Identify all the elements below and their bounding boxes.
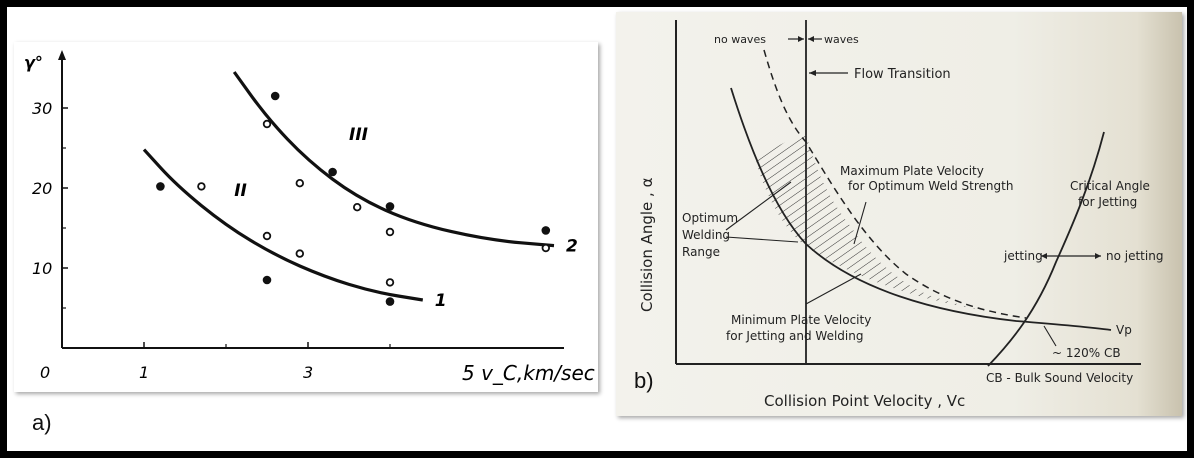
a-open-point [295, 249, 304, 258]
a-y-axis-arrowhead [58, 50, 66, 60]
min-plate-label-1: Minimum Plate Velocity [731, 313, 871, 327]
panel-divider [598, 7, 616, 451]
a-y-tick-label: 30 [32, 99, 52, 118]
approx-label: ~ 120% CB [1052, 346, 1121, 360]
panel-a-label: a) [32, 410, 52, 435]
jetting-label: jetting [1003, 249, 1043, 263]
approx-pointer [1043, 325, 1057, 347]
max-plate-label-2: for Optimum Weld Strength [848, 179, 1013, 193]
min-plate-label-2: for Jetting and Welding [726, 329, 863, 343]
a-filled-point [385, 297, 395, 306]
a-curve-2 [232, 71, 555, 248]
optimum-label-2: Welding [682, 228, 730, 242]
panel-b-label: b) [634, 368, 654, 393]
a-region-label-iii: III [349, 125, 368, 145]
optimum-welding-region [756, 134, 1011, 315]
panel-a: 10 20 30 1 3 0 γ° 5 v_C,km/sec 1 2 II III [14, 42, 598, 392]
a-curve-1 [142, 148, 424, 302]
flow-transition-arrowhead [809, 70, 816, 76]
a-open-point [295, 178, 304, 188]
a-filled-point [262, 275, 272, 285]
a-curve-label-1: 1 [435, 291, 447, 311]
a-origin-label: 0 [40, 363, 50, 382]
b-y-axis-label: Collision Angle , α [638, 177, 656, 312]
a-x-axis-label: 5 v_C,km/sec [462, 361, 595, 385]
max-plate-label-1: Maximum Plate Velocity [840, 164, 984, 178]
max-plate-velocity-curve [763, 49, 1027, 319]
a-open-point [385, 278, 395, 287]
a-filled-point [541, 226, 551, 235]
critical-angle-curve [987, 131, 1105, 367]
optimum-pointer-upper [725, 181, 792, 231]
jetting-arrowhead-left [1041, 253, 1047, 259]
a-x-tick-label: 3 [303, 363, 313, 382]
vp-curve [730, 87, 1112, 331]
a-open-point [385, 227, 395, 237]
a-y-tick-label: 10 [32, 259, 52, 278]
jetting-arrowhead-right [1095, 253, 1101, 259]
a-y-tick-label: 20 [32, 179, 52, 198]
min-plate-pointer [805, 273, 862, 305]
panel-b: no waves waves Flow Transition Maximum P… [616, 12, 1182, 416]
optimum-label-3: Range [682, 245, 720, 259]
cb-label: CB - Bulk Sound Velocity [986, 371, 1133, 385]
flow-transition-label: Flow Transition [854, 67, 951, 82]
optimum-label-1: Optimum [682, 211, 738, 225]
vp-label: Vp [1116, 323, 1132, 337]
a-x-tick-label: 1 [139, 363, 149, 382]
max-plate-pointer [853, 201, 867, 245]
a-open-point [262, 231, 272, 241]
a-open-point [541, 243, 550, 253]
b-x-axis-label: Collision Point Velocity , Vc [764, 392, 965, 410]
chart-b-svg: no waves waves Flow Transition Maximum P… [638, 20, 1163, 410]
a-filled-point [328, 167, 337, 177]
no-waves-label: no waves [714, 33, 766, 46]
a-filled-point [156, 182, 165, 191]
a-open-point [262, 119, 272, 129]
a-curve-label-2: 2 [566, 237, 578, 257]
a-region-label-ii: II [234, 181, 247, 201]
optimum-pointer-lower [725, 236, 799, 243]
arrowhead-waves [808, 36, 814, 42]
no-jetting-label: no jetting [1106, 249, 1163, 263]
a-filled-point [385, 202, 395, 211]
arrowhead-no-waves [798, 36, 804, 42]
a-open-point [197, 182, 206, 191]
critical-angle-label-1: Critical Angle [1070, 179, 1150, 193]
waves-label: waves [824, 33, 859, 46]
a-filled-point [270, 91, 280, 101]
critical-angle-label-2: for Jetting [1078, 195, 1137, 209]
a-open-point [353, 202, 362, 212]
a-y-axis-label: γ° [24, 53, 43, 72]
